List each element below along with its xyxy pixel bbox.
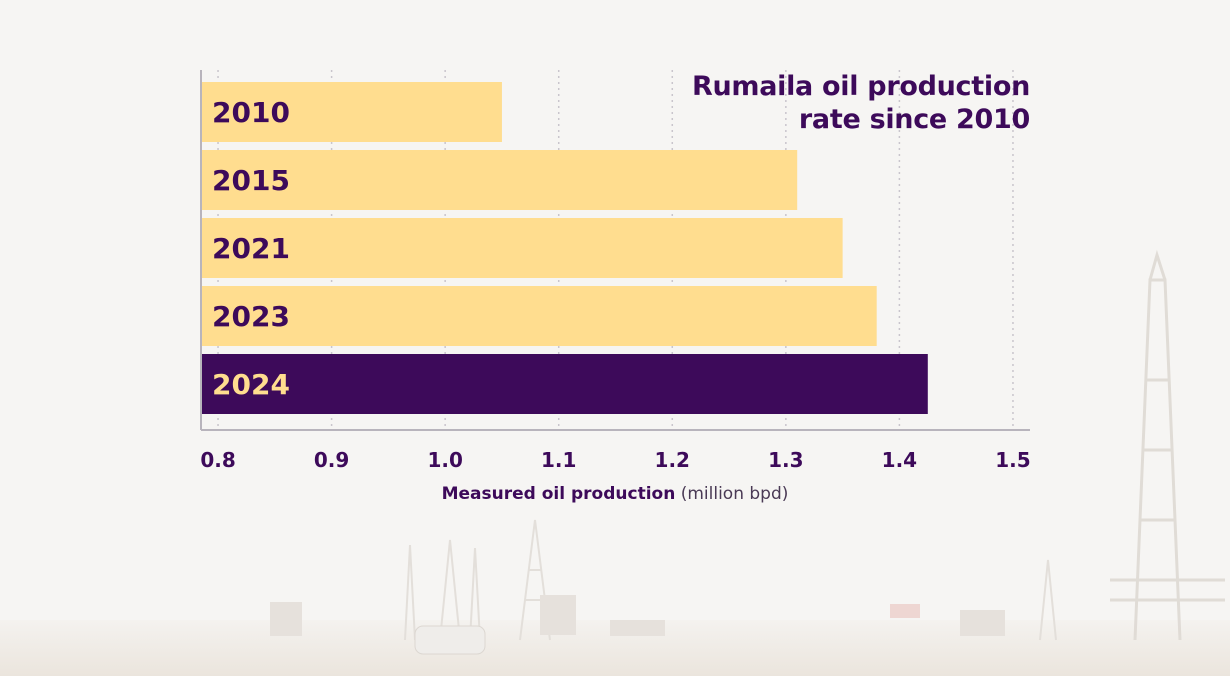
bar-labels: 2010 2015 2021 2023 2024 <box>212 96 290 401</box>
x-tick-labels: 0.8 0.9 1.0 1.1 1.2 1.3 1.4 1.5 <box>200 448 1030 472</box>
x-axis-label: Measured oil production (million bpd) <box>200 484 1030 504</box>
bar-label-2023: 2023 <box>212 300 290 333</box>
bars <box>202 82 928 414</box>
bar-label-2015: 2015 <box>212 164 290 197</box>
bar-2010 <box>202 82 502 142</box>
chart-title: Rumaila oil production rate since 2010 <box>692 70 1030 136</box>
bar-2023 <box>202 286 877 346</box>
x-axis-label-main: Measured oil production <box>441 484 676 504</box>
bar-label-2024: 2024 <box>212 368 290 401</box>
x-tick-label: 1.1 <box>541 448 576 472</box>
x-tick-label: 1.2 <box>655 448 690 472</box>
chart-title-line-1: Rumaila oil production <box>691 71 1030 102</box>
x-axis-label-unit: (million bpd) <box>680 484 789 504</box>
x-tick-label: 1.0 <box>427 448 462 472</box>
bar-2024 <box>202 354 928 414</box>
x-tick-label: 0.8 <box>200 448 235 472</box>
bar-2015 <box>202 150 798 210</box>
bar-label-2021: 2021 <box>212 232 290 265</box>
x-tick-label: 1.5 <box>995 448 1030 472</box>
x-tick-label: 1.4 <box>882 448 917 472</box>
chart-title-line-2: rate since 2010 <box>798 104 1030 135</box>
x-tick-label: 1.3 <box>768 448 803 472</box>
bar-2021 <box>202 218 843 278</box>
x-tick-label: 0.9 <box>314 448 349 472</box>
bar-label-2010: 2010 <box>212 96 290 129</box>
